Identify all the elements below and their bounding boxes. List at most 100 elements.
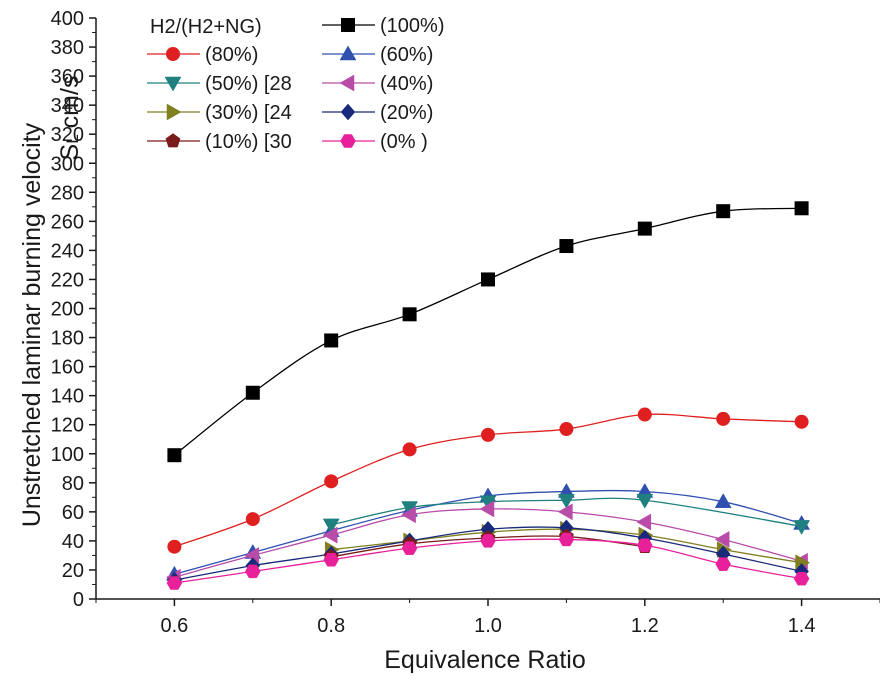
y-tick-label: 360 <box>51 66 84 88</box>
series-8 <box>166 532 810 590</box>
legend-swatch-marker <box>165 133 181 148</box>
y-tick-label: 320 <box>51 124 84 146</box>
data-point <box>401 506 416 524</box>
data-point <box>557 503 573 521</box>
data-point <box>323 553 339 567</box>
legend-item: (40%) <box>322 73 433 95</box>
y-axis-symbol: S <box>56 144 84 161</box>
x-tick-label: 1.0 <box>474 615 502 637</box>
y-tick-label: 100 <box>51 444 84 466</box>
legend-label: (100%) <box>380 15 444 37</box>
y-tick-label: 160 <box>51 357 84 379</box>
y-tick-label: 200 <box>51 299 84 321</box>
legend-item: (80%) <box>147 44 258 66</box>
legend-item: (30%) [24 <box>147 102 292 124</box>
data-point <box>714 531 730 548</box>
data-point <box>481 427 495 442</box>
legend-title: H2/(H2+NG) <box>150 16 262 38</box>
legend-label: (10%) [30 <box>205 131 292 153</box>
data-point <box>794 414 809 429</box>
data-point <box>716 204 731 219</box>
data-point <box>714 493 732 508</box>
data-point <box>793 571 810 586</box>
legend-swatch-marker <box>164 76 182 92</box>
series-1 <box>167 407 809 554</box>
y-tick-label: 80 <box>62 473 84 495</box>
axes: 0 20 40 60 80 100 120 140 160 180 200 220 240 260 280 3… <box>51 8 880 637</box>
y-axis-subscript: L <box>63 134 82 143</box>
legend: H2/(H2+NG) (100%) (80%) (60%) (50%) [28 (40%)… <box>147 15 444 153</box>
y-axis-title-main: Unstretched laminar burning velocity <box>18 122 46 527</box>
legend-label: (80%) <box>205 44 258 66</box>
x-tick-label: 1.2 <box>631 615 659 637</box>
y-tick-label: 40 <box>62 531 84 553</box>
data-point <box>245 385 260 400</box>
y-axis-unit-text: cm/s <box>56 76 84 129</box>
data-point <box>559 422 574 437</box>
legend-swatch-marker <box>339 74 355 92</box>
x-tick-label: 0.6 <box>160 615 188 637</box>
data-point <box>324 333 339 348</box>
data-point <box>637 407 652 422</box>
legend-label: (50%) [28 <box>205 73 292 95</box>
data-point <box>402 442 417 457</box>
legend-item: (10%) [30 <box>147 131 292 153</box>
legend-swatch-marker <box>340 134 356 148</box>
y-tick-label: 380 <box>51 37 84 59</box>
y-axis-title: Unstretched laminar burning velocity <box>18 122 46 527</box>
legend-label: (0% ) <box>380 131 428 153</box>
data-point <box>322 526 338 544</box>
data-point <box>322 518 340 534</box>
data-point <box>402 307 417 322</box>
data-point <box>167 539 182 554</box>
data-point <box>637 221 652 236</box>
legend-label: (20%) <box>380 102 433 124</box>
x-axis-title: Equivalence Ratio <box>384 646 586 674</box>
y-tick-label: 180 <box>51 328 84 350</box>
x-tick-label: 0.8 <box>317 615 345 637</box>
data-point <box>324 474 339 489</box>
y-tick-label: 120 <box>51 415 84 437</box>
y-tick-label: 260 <box>51 211 84 233</box>
data-point <box>245 512 260 527</box>
legend-item: (50%) [28 <box>147 73 292 95</box>
y-tick-label: 20 <box>62 560 84 582</box>
data-point <box>559 239 574 254</box>
series-6 <box>167 519 809 589</box>
data-point <box>716 411 731 426</box>
y-tick-label: 400 <box>51 8 84 30</box>
legend-item: (100%) <box>322 15 444 37</box>
legend-label: (30%) [24 <box>205 102 292 124</box>
x-tick-label: 1.4 <box>788 615 816 637</box>
data-point <box>557 493 575 509</box>
y-tick-label: 240 <box>51 240 84 262</box>
data-point <box>480 534 496 548</box>
data-point <box>167 448 182 463</box>
data-point <box>715 557 731 571</box>
data-point <box>636 513 652 531</box>
y-tick-label: 280 <box>51 182 84 204</box>
legend-swatch-marker <box>166 103 182 121</box>
legend-label: (40%) <box>380 73 433 95</box>
data-point <box>636 493 654 509</box>
legend-swatch-marker <box>340 103 356 121</box>
data-point <box>245 564 261 579</box>
legend-swatch-marker <box>341 18 355 32</box>
y-tick-label: 60 <box>62 502 84 524</box>
series-line <box>173 207 802 456</box>
series-4 <box>165 500 808 586</box>
y-tick-label: 0 <box>73 589 84 611</box>
series-0 <box>167 201 809 463</box>
data-point <box>794 201 809 216</box>
y-tick-label: 220 <box>51 269 84 291</box>
legend-swatch-marker <box>339 45 357 61</box>
series-layer <box>165 201 811 590</box>
data-point <box>637 538 653 553</box>
y-tick-label: 340 <box>51 95 84 117</box>
legend-item: (0% ) <box>322 131 428 153</box>
y-axis-unit: SLcm/s <box>56 76 84 161</box>
y-tick-label: 140 <box>51 386 84 408</box>
data-point <box>793 520 811 535</box>
legend-label: (60%) <box>380 44 433 66</box>
